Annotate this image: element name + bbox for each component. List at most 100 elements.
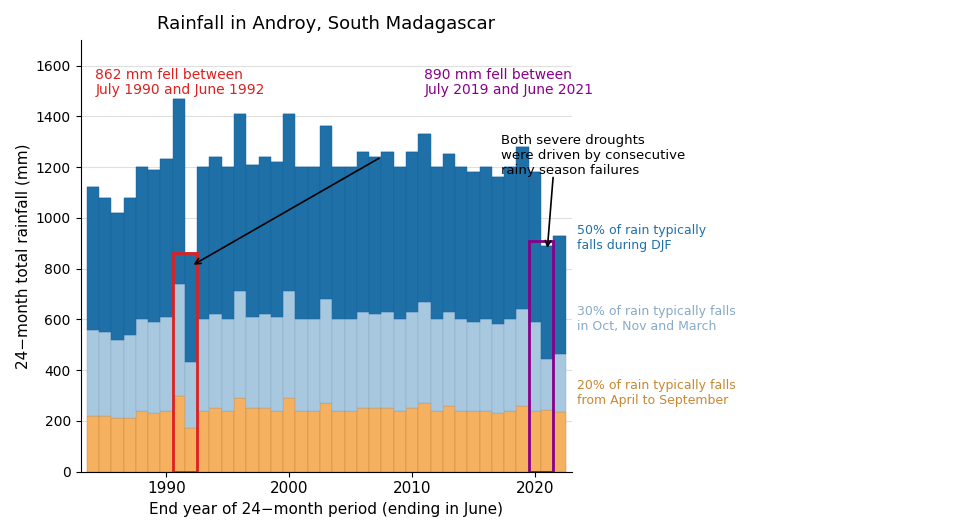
Bar	[246, 408, 258, 472]
Bar	[173, 284, 185, 396]
Bar	[197, 411, 209, 472]
Bar	[418, 302, 430, 403]
Text: Both severe droughts
were driven by consecutive
rainy season failures: Both severe droughts were driven by cons…	[500, 134, 684, 177]
X-axis label: End year of 24−month period (ending in June): End year of 24−month period (ending in J…	[149, 502, 502, 517]
Bar	[319, 127, 332, 299]
Text: 890 mm fell between: 890 mm fell between	[424, 68, 572, 82]
Text: 862 mm fell between: 862 mm fell between	[95, 68, 243, 82]
Bar	[443, 154, 454, 312]
Bar	[234, 398, 246, 472]
Bar	[136, 167, 148, 319]
Text: 30% of rain typically falls
in Oct, Nov and March: 30% of rain typically falls in Oct, Nov …	[576, 305, 735, 334]
Bar	[283, 114, 295, 292]
Bar	[308, 167, 319, 319]
Bar	[405, 312, 418, 408]
Bar	[148, 170, 160, 322]
Bar	[357, 312, 368, 408]
Bar	[529, 411, 540, 472]
Bar	[394, 411, 405, 472]
Bar	[87, 187, 99, 329]
Bar	[197, 167, 209, 319]
Bar	[222, 167, 234, 319]
Bar	[516, 406, 529, 472]
Bar	[209, 157, 222, 314]
Text: 50% of rain typically
falls during DJF: 50% of rain typically falls during DJF	[576, 224, 705, 252]
Bar	[344, 167, 357, 319]
Bar	[234, 292, 246, 398]
Bar	[357, 408, 368, 472]
Bar	[553, 354, 565, 412]
Bar	[504, 319, 516, 411]
Bar	[173, 396, 185, 472]
Bar	[87, 416, 99, 472]
Bar	[368, 408, 381, 472]
Bar	[173, 253, 197, 472]
Bar	[209, 408, 222, 472]
Bar	[308, 411, 319, 472]
Bar	[418, 134, 430, 302]
Bar	[87, 329, 99, 416]
Bar	[540, 246, 553, 359]
Bar	[553, 412, 565, 472]
Bar	[529, 322, 540, 411]
Bar	[540, 359, 553, 410]
Bar	[99, 197, 111, 332]
Bar	[491, 325, 504, 413]
Bar	[332, 167, 344, 319]
Bar	[123, 418, 136, 472]
Bar	[295, 167, 308, 319]
Bar	[443, 406, 454, 472]
Bar	[148, 413, 160, 472]
Bar	[516, 147, 529, 309]
Bar	[405, 408, 418, 472]
Bar	[394, 167, 405, 319]
Bar	[357, 152, 368, 312]
Bar	[368, 157, 381, 314]
Bar	[529, 172, 540, 322]
Bar	[479, 167, 491, 319]
Bar	[553, 236, 565, 354]
Bar	[540, 410, 553, 472]
Bar	[160, 411, 173, 472]
Bar	[430, 167, 443, 319]
Bar	[99, 416, 111, 472]
Bar	[271, 317, 283, 411]
Bar	[246, 317, 258, 408]
Bar	[430, 411, 443, 472]
Bar	[344, 319, 357, 411]
Title: Rainfall in Androy, South Madagascar: Rainfall in Androy, South Madagascar	[157, 15, 494, 33]
Bar	[368, 314, 381, 408]
Bar	[405, 152, 418, 312]
Bar	[319, 299, 332, 403]
Text: July 2019 and June 2021: July 2019 and June 2021	[424, 84, 593, 97]
Bar	[491, 413, 504, 472]
Bar	[136, 319, 148, 411]
Bar	[308, 319, 319, 411]
Bar	[160, 160, 173, 317]
Bar	[479, 319, 491, 411]
Bar	[454, 319, 467, 411]
Bar	[160, 317, 173, 411]
Bar	[148, 322, 160, 413]
Bar	[344, 411, 357, 472]
Bar	[479, 411, 491, 472]
Bar	[283, 398, 295, 472]
Bar	[185, 362, 197, 428]
Bar	[283, 292, 295, 398]
Bar	[443, 312, 454, 406]
Bar	[332, 411, 344, 472]
Text: 20% of rain typically falls
from April to September: 20% of rain typically falls from April t…	[576, 379, 735, 407]
Bar	[222, 411, 234, 472]
Bar	[111, 418, 123, 472]
Bar	[504, 411, 516, 472]
Bar	[295, 319, 308, 411]
Bar	[258, 314, 271, 408]
Bar	[332, 319, 344, 411]
Bar	[99, 332, 111, 416]
Bar	[271, 411, 283, 472]
Y-axis label: 24−month total rainfall (mm): 24−month total rainfall (mm)	[15, 143, 30, 369]
Text: July 1990 and June 1992: July 1990 and June 1992	[95, 84, 265, 97]
Bar	[123, 197, 136, 335]
Bar	[271, 162, 283, 317]
Bar	[504, 167, 516, 319]
